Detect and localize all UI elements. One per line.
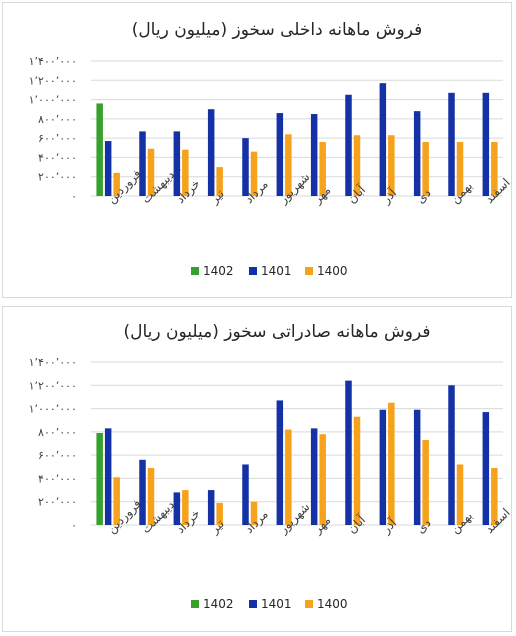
bar-1400 <box>250 501 258 525</box>
bar-1400 <box>285 134 292 196</box>
legend-swatch-1401 <box>249 267 257 275</box>
bar-1400 <box>491 142 498 196</box>
y-tick-label: ۲۰۰٬۰۰۰ <box>38 171 77 184</box>
legend-swatch-1401 <box>249 600 257 608</box>
bar-1400 <box>353 135 361 196</box>
bar-1400 <box>147 148 155 196</box>
y-tick-label: ۱٬۰۰۰٬۰۰۰ <box>29 403 77 416</box>
bar-1401 <box>413 111 421 196</box>
bar-1401 <box>173 492 181 525</box>
legend-label-1400: 1400 <box>317 597 348 611</box>
bar-1401 <box>276 113 284 196</box>
bar-1400 <box>353 416 361 525</box>
bar-1400 <box>182 490 189 525</box>
bar-1401 <box>139 131 146 196</box>
bar-1400 <box>422 440 429 525</box>
bar-1401 <box>276 400 284 525</box>
bar-1401 <box>482 92 490 196</box>
domestic-sales-chart: فروش ماهانه داخلی سخوز (میلیون ریال) ۰ ۲۰۰… <box>29 20 511 278</box>
bar-1400 <box>113 477 120 525</box>
bar-1400 <box>285 429 292 525</box>
legend-swatch-1400 <box>305 267 313 275</box>
y-tick-label: ۰ <box>71 190 77 203</box>
y-tick-label: ۱٬۲۰۰٬۰۰۰ <box>29 74 77 87</box>
bar-1402 <box>96 433 103 525</box>
bar-1401 <box>242 464 249 525</box>
bar-1401 <box>242 138 249 196</box>
bar-1401 <box>139 459 146 525</box>
bar-1400 <box>456 464 464 525</box>
bar-1401 <box>345 94 352 196</box>
bar-1400 <box>216 502 223 525</box>
bar-1400 <box>216 167 223 196</box>
bar-1400 <box>388 135 395 196</box>
y-tick-label: ۱٬۴۰۰٬۰۰۰ <box>29 356 77 369</box>
y-tick-label: ۸۰۰٬۰۰۰ <box>38 426 77 439</box>
legend-label-1401: 1401 <box>261 264 292 278</box>
y-tick-label: ۶۰۰٬۰۰۰ <box>38 449 77 462</box>
y-tick-label: ۰ <box>71 519 77 532</box>
y-tick-label: ۸۰۰٬۰۰۰ <box>38 113 77 126</box>
bar-1400 <box>388 402 395 525</box>
bar-1401 <box>104 141 112 196</box>
bar-1401 <box>345 380 352 525</box>
bar-1400 <box>456 142 464 196</box>
bar-1400 <box>182 149 189 196</box>
export-sales-chart: فروش ماهانه صادراتی سخوز (میلیون ریال) ۰ ۲… <box>29 322 511 611</box>
bar-1400 <box>250 151 258 196</box>
bar-1401 <box>310 114 318 196</box>
y-tick-label: ۲۰۰٬۰۰۰ <box>38 496 77 509</box>
y-tick-label: ۶۰۰٬۰۰۰ <box>38 132 77 145</box>
bar-1401 <box>310 428 318 525</box>
bar-1400 <box>147 467 155 525</box>
y-tick-label: ۴۰۰٬۰۰۰ <box>38 472 77 485</box>
bar-1401 <box>207 109 215 196</box>
legend-swatch-1400 <box>305 600 313 608</box>
bar-1401 <box>413 409 421 525</box>
bar-1401 <box>482 412 490 525</box>
legend-label-1402: 1402 <box>203 264 234 278</box>
bar-1401 <box>104 428 112 525</box>
bar-1400 <box>319 434 326 525</box>
chart-title: فروش ماهانه داخلی سخوز (میلیون ریال) <box>132 20 423 40</box>
bar-1400 <box>422 142 429 196</box>
bar-1401 <box>207 490 215 525</box>
domestic-sales-chart-panel: فروش ماهانه داخلی سخوز (میلیون ریال) ۰ ۲۰۰… <box>2 2 512 298</box>
legend-swatch-1402 <box>191 267 199 275</box>
y-tick-label: ۱٬۲۰۰٬۰۰۰ <box>29 379 77 392</box>
bar-1402 <box>96 103 103 196</box>
y-tick-label: ۴۰۰٬۰۰۰ <box>38 151 77 164</box>
bar-1401 <box>379 83 387 196</box>
bar-1401 <box>448 92 455 196</box>
legend-label-1400: 1400 <box>317 264 348 278</box>
legend-swatch-1402 <box>191 600 199 608</box>
bar-1401 <box>379 409 387 525</box>
bar-1401 <box>448 385 455 525</box>
y-tick-label: ۱٬۴۰۰٬۰۰۰ <box>29 55 77 68</box>
chart-title: فروش ماهانه صادراتی سخوز (میلیون ریال) <box>124 322 431 342</box>
bar-1400 <box>319 142 326 196</box>
y-tick-label: ۱٬۰۰۰٬۰۰۰ <box>29 94 77 107</box>
bar-1400 <box>113 172 120 196</box>
legend-label-1401: 1401 <box>261 597 292 611</box>
export-sales-chart-panel: فروش ماهانه صادراتی سخوز (میلیون ریال) ۰ ۲… <box>2 306 512 632</box>
bar-1400 <box>491 467 498 525</box>
legend-label-1402: 1402 <box>203 597 234 611</box>
bar-1401 <box>173 131 181 196</box>
